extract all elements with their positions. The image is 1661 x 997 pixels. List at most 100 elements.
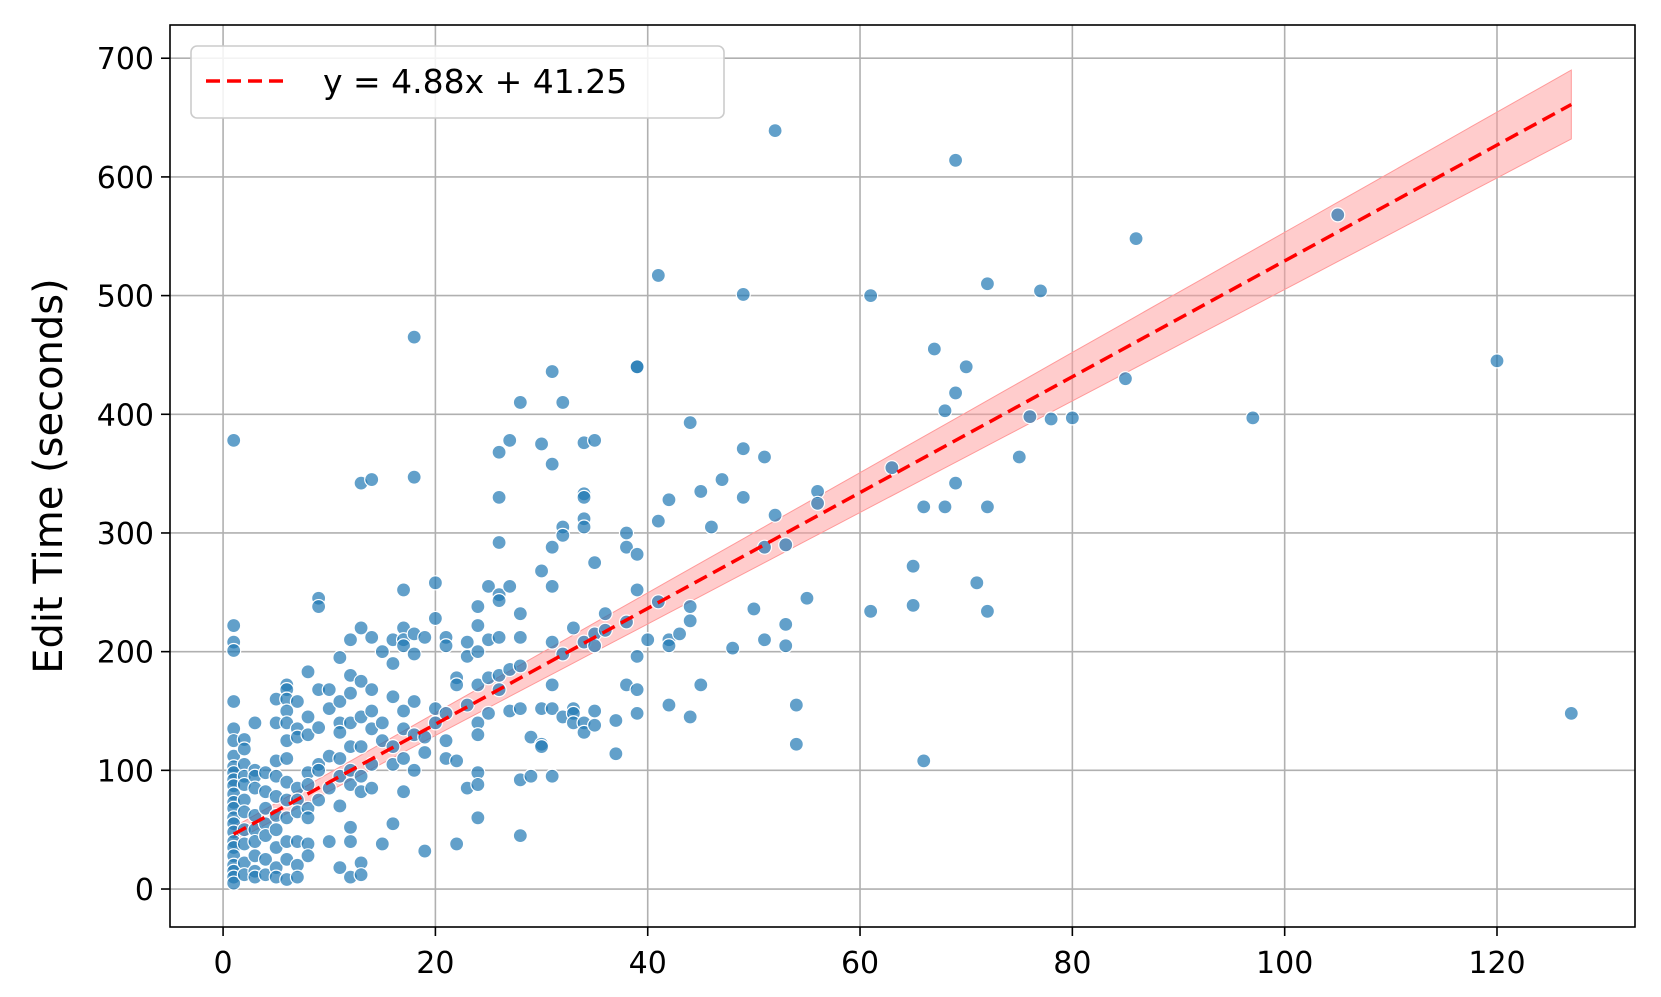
- data-points: [226, 123, 1579, 891]
- scatter-point: [374, 715, 390, 731]
- scatter-point: [608, 746, 624, 762]
- scatter-point: [395, 582, 412, 598]
- scatter-point: [661, 697, 677, 713]
- x-axis-ticks: 0 20 40 60 80 100 120: [214, 927, 1526, 981]
- scatter-point: [767, 123, 783, 139]
- scatter-point: [512, 629, 528, 646]
- scatter-point: [226, 642, 242, 659]
- scatter-point: [682, 709, 698, 725]
- scatter-point: [608, 712, 624, 729]
- scatter-point: [533, 436, 550, 452]
- scatter-point: [332, 798, 348, 814]
- scatter-point: [778, 537, 794, 553]
- scatter-point: [1043, 411, 1059, 427]
- x-tick-label: 120: [1468, 946, 1525, 981]
- scatter-point: [618, 539, 635, 555]
- scatter-point: [1128, 231, 1144, 247]
- scatter-point: [1011, 449, 1027, 465]
- scatter-point: [979, 603, 996, 619]
- scatter-point: [1489, 353, 1505, 369]
- scatter-point: [926, 341, 942, 357]
- scatter-point: [533, 738, 550, 755]
- scatter-point: [544, 768, 560, 784]
- scatter-point: [502, 578, 518, 594]
- scatter-point: [279, 750, 295, 767]
- scatter-point: [725, 640, 741, 656]
- scatter-point: [353, 867, 369, 883]
- scatter-point: [778, 616, 794, 632]
- scatter-point: [735, 286, 751, 303]
- scatter-point: [226, 617, 242, 634]
- scatter-point: [587, 703, 603, 719]
- scatter-point: [491, 444, 507, 460]
- x-tick-label: 0: [214, 946, 233, 981]
- scatter-point: [576, 724, 592, 740]
- scatter-point: [395, 703, 412, 719]
- scatter-point: [395, 750, 412, 767]
- scatter-point: [470, 677, 486, 693]
- y-tick-label: 600: [97, 161, 154, 196]
- scatter-point: [650, 267, 666, 284]
- scatter-point: [788, 736, 804, 752]
- scatter-point: [544, 578, 560, 594]
- scatter-point: [958, 359, 974, 375]
- scatter-point: [1022, 409, 1038, 425]
- scatter-point: [247, 715, 263, 731]
- scatter-point: [311, 762, 327, 778]
- scatter-point: [629, 359, 645, 375]
- scatter-point: [491, 629, 507, 646]
- scatter-point: [364, 682, 380, 698]
- scatter-point: [512, 701, 528, 717]
- scatter-point: [470, 810, 486, 826]
- scatter-point: [406, 693, 422, 710]
- scatter-point: [300, 810, 316, 826]
- scatter-point: [682, 598, 698, 615]
- y-tick-label: 200: [97, 636, 154, 671]
- scatter-point: [735, 441, 751, 457]
- scatter-point: [226, 875, 242, 891]
- x-tick-label: 20: [416, 946, 454, 981]
- scatter-point: [1032, 283, 1049, 299]
- y-tick-label: 400: [97, 398, 154, 433]
- scatter-point: [544, 677, 560, 693]
- scatter-point: [512, 828, 528, 844]
- y-tick-label: 300: [97, 517, 154, 552]
- scatter-point: [979, 276, 996, 292]
- scatter-point: [544, 539, 560, 555]
- scatter-point: [406, 646, 422, 662]
- scatter-point: [342, 685, 359, 701]
- scatter-point: [364, 629, 380, 646]
- scatter-point: [385, 689, 401, 705]
- scatter-point: [597, 606, 613, 622]
- scatter-point: [587, 717, 603, 733]
- scatter-point: [937, 499, 953, 515]
- scatter-point: [257, 800, 274, 816]
- regression-line: [232, 102, 1573, 836]
- legend-label: y = 4.88x + 41.25: [323, 62, 627, 101]
- scatter-point: [449, 753, 465, 769]
- scatter-point: [735, 489, 751, 505]
- scatter-point: [863, 603, 879, 619]
- scatter-point: [767, 507, 783, 523]
- scatter-point: [533, 563, 550, 579]
- scatter-point: [406, 469, 422, 485]
- scatter-point: [491, 593, 507, 609]
- scatter-point: [693, 483, 709, 500]
- scatter-point: [342, 632, 359, 648]
- scatter-point: [682, 613, 698, 629]
- scatter-point: [905, 597, 921, 613]
- y-tick-label: 700: [97, 42, 154, 77]
- scatter-point: [979, 499, 996, 515]
- scatter-point: [512, 606, 528, 622]
- scatter-point: [321, 682, 337, 698]
- scatter-point: [353, 620, 369, 636]
- scatter-point: [342, 776, 359, 793]
- confidence-band: [233, 69, 1572, 843]
- scatter-point: [470, 727, 486, 743]
- scatter-point: [629, 546, 645, 562]
- scatter-point: [470, 598, 486, 615]
- scatter-point: [289, 693, 305, 710]
- scatter-point: [289, 869, 305, 885]
- scatter-point: [544, 456, 560, 472]
